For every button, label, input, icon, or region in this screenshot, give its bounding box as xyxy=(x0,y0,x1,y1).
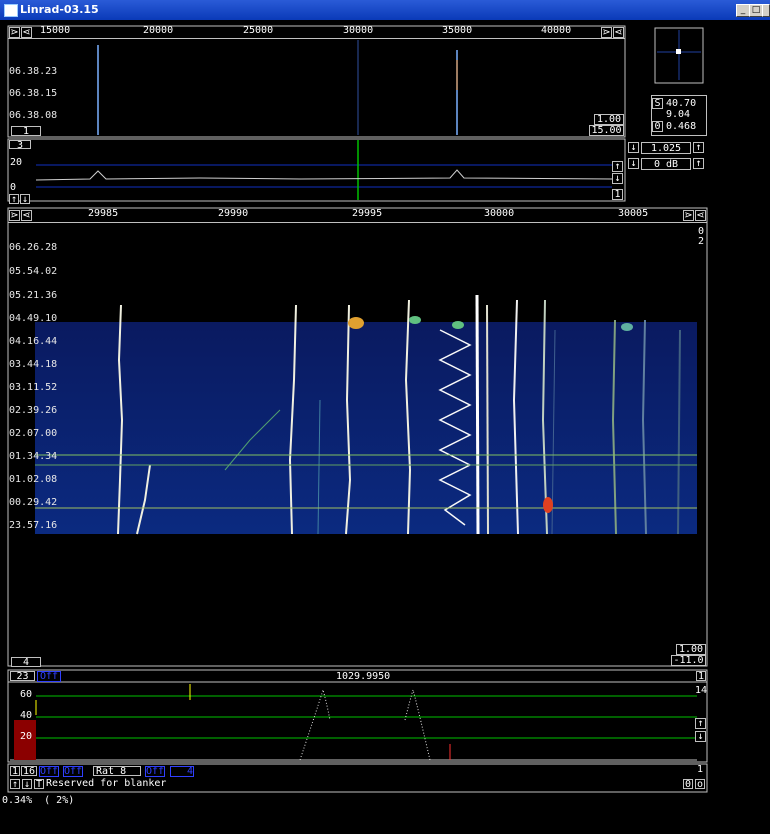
audio-right-level: 14 xyxy=(695,685,708,696)
bb-scale-tick: 29995 xyxy=(352,208,383,219)
rat-box[interactable]: Rat 8 xyxy=(93,766,141,777)
top-scroll-left2-button[interactable]: ⋖ xyxy=(21,27,32,38)
off-button-1[interactable]: Off xyxy=(39,766,60,777)
bb-scale-tick: 29990 xyxy=(218,208,249,219)
bb-time-label: 23.57.16 xyxy=(9,520,58,531)
audio-level-60: 60 xyxy=(20,689,33,700)
s-meter-value2: 9.04 xyxy=(666,109,691,120)
audio-level-20: 20 xyxy=(20,731,33,742)
bb-scroll-right2-button[interactable]: ⋖ xyxy=(695,210,706,221)
bb-zero-box[interactable]: -11.0 xyxy=(671,655,706,666)
blanker-t-box[interactable]: T xyxy=(34,779,44,790)
off-button-3[interactable]: Off xyxy=(145,766,166,777)
audio-bw-box[interactable]: 23 xyxy=(10,671,35,682)
bb-time-label: 04.49.10 xyxy=(9,313,58,324)
audio-down-button[interactable]: ↓ xyxy=(695,731,706,742)
ctrl1-down-button[interactable]: ↓ xyxy=(628,142,639,153)
spectrum-zoom-up-button[interactable]: ↑ xyxy=(9,194,19,205)
off-button-2[interactable]: Off xyxy=(63,766,84,777)
bb-time-label: 05.21.36 xyxy=(9,290,58,301)
blanker-text: Reserved for blanker xyxy=(46,778,167,789)
app-icon xyxy=(4,4,18,17)
title-bar xyxy=(0,0,770,20)
bb-gain-box[interactable]: 1.00 xyxy=(676,644,706,655)
bb-scroll-left2-button[interactable]: ⋖ xyxy=(21,210,32,221)
offset-label: 0 xyxy=(652,121,663,132)
bb-scale-tick: 30000 xyxy=(484,208,515,219)
top-scroll-right2-button[interactable]: ⋖ xyxy=(613,27,624,38)
audio-up-button[interactable]: ↑ xyxy=(695,718,706,729)
bb-scroll-left-button[interactable]: ⋗ xyxy=(9,210,20,221)
ctrl-box-1[interactable]: 1 xyxy=(10,766,20,777)
bb-scale-tick: 30005 xyxy=(618,208,649,219)
ctrl1-value: 1.025 xyxy=(641,142,691,154)
top-time-label: 06.38.08 xyxy=(9,110,58,121)
rat-value: 8 xyxy=(120,766,127,777)
spectrum-zoom-down-button[interactable]: ↓ xyxy=(20,194,30,205)
top-scale-tick: 35000 xyxy=(442,25,473,36)
spectrum-level-0: 0 xyxy=(10,182,17,193)
baseband-waterfall xyxy=(35,322,697,534)
spectrum-trace xyxy=(35,169,613,181)
spectrum-up-button[interactable]: ↑ xyxy=(612,161,623,172)
top-scroll-right-button[interactable]: ⋗ xyxy=(601,27,612,38)
bb-average-box[interactable]: 4 xyxy=(11,657,41,668)
blanker-up-button[interactable]: ↑ xyxy=(10,779,20,790)
ctrl2-up-button[interactable]: ↑ xyxy=(693,158,704,169)
audio-right-box[interactable]: 1 xyxy=(696,671,706,682)
bb-time-label: 06.26.28 xyxy=(9,242,58,253)
ctrl-box-16[interactable]: 16 xyxy=(21,766,37,777)
s-meter-label: S xyxy=(652,98,663,109)
baseband-scale-bar xyxy=(8,208,707,223)
audio-zero-box[interactable]: 0 xyxy=(683,779,693,790)
bb-time-label: 05.54.02 xyxy=(9,266,58,277)
ctrl2-value: 0 dB xyxy=(641,158,691,170)
bb-time-label: 01.34.34 xyxy=(9,451,58,462)
audio-o-box[interactable]: o xyxy=(695,779,705,790)
window-title: Linrad-03.15 xyxy=(20,3,99,16)
cpu-status: 0.34% ( 2%) xyxy=(2,795,75,806)
top-zero-box[interactable]: 15.00 xyxy=(589,125,624,136)
offset-value: 0.468 xyxy=(666,121,697,132)
bb-time-label: 01.02.08 xyxy=(9,474,58,485)
bb-scroll-right-button[interactable]: ⋗ xyxy=(683,210,694,221)
bb-scale-tick: 29985 xyxy=(88,208,119,219)
bb-time-label: 02.39.26 xyxy=(9,405,58,416)
top-time-label: 06.38.23 xyxy=(9,66,58,77)
audio-off-button[interactable]: Off xyxy=(37,671,62,682)
ctrl2-down-button[interactable]: ↓ xyxy=(628,158,639,169)
top-scale-tick: 30000 xyxy=(343,25,374,36)
top-gain-box[interactable]: 1.00 xyxy=(594,114,624,125)
bb-right-digit: 0 xyxy=(698,226,705,237)
ctrl1-up-button[interactable]: ↑ xyxy=(693,142,704,153)
top-scale-tick: 20000 xyxy=(143,25,174,36)
s-meter-value: 40.70 xyxy=(666,98,697,109)
blanker-down-button[interactable]: ↓ xyxy=(22,779,32,790)
spectrum-avg-box[interactable]: 3 xyxy=(9,140,31,151)
num-box[interactable]: 4 xyxy=(170,766,194,777)
bb-time-label: 03.11.52 xyxy=(9,382,58,393)
audio-right-1: 1 xyxy=(697,764,704,775)
meter-frame xyxy=(651,95,707,136)
rat-label: Rat xyxy=(96,766,115,777)
top-scroll-left-button[interactable]: ⋗ xyxy=(9,27,20,38)
top-scale-tick: 25000 xyxy=(243,25,274,36)
spectrum-down-button[interactable]: ↓ xyxy=(612,173,623,184)
top-average-box[interactable]: 1 xyxy=(11,126,41,137)
top-time-label: 06.38.15 xyxy=(9,88,58,99)
bb-time-label: 04.16.44 xyxy=(9,336,58,347)
top-scale-tick: 15000 xyxy=(40,25,71,36)
audio-level-40: 40 xyxy=(20,710,33,721)
audio-frequency: 1029.9950 xyxy=(336,671,391,682)
spectrum-right-box[interactable]: 1 xyxy=(612,189,623,200)
spectrum-level-20: 20 xyxy=(10,157,23,168)
top-scale-bar xyxy=(8,26,625,39)
bb-time-label: 00.29.42 xyxy=(9,497,58,508)
top-scale-tick: 40000 xyxy=(541,25,572,36)
bb-right-digit: 2 xyxy=(698,236,705,247)
bb-time-label: 03.44.18 xyxy=(9,359,58,370)
bb-time-label: 02.07.00 xyxy=(9,428,58,439)
